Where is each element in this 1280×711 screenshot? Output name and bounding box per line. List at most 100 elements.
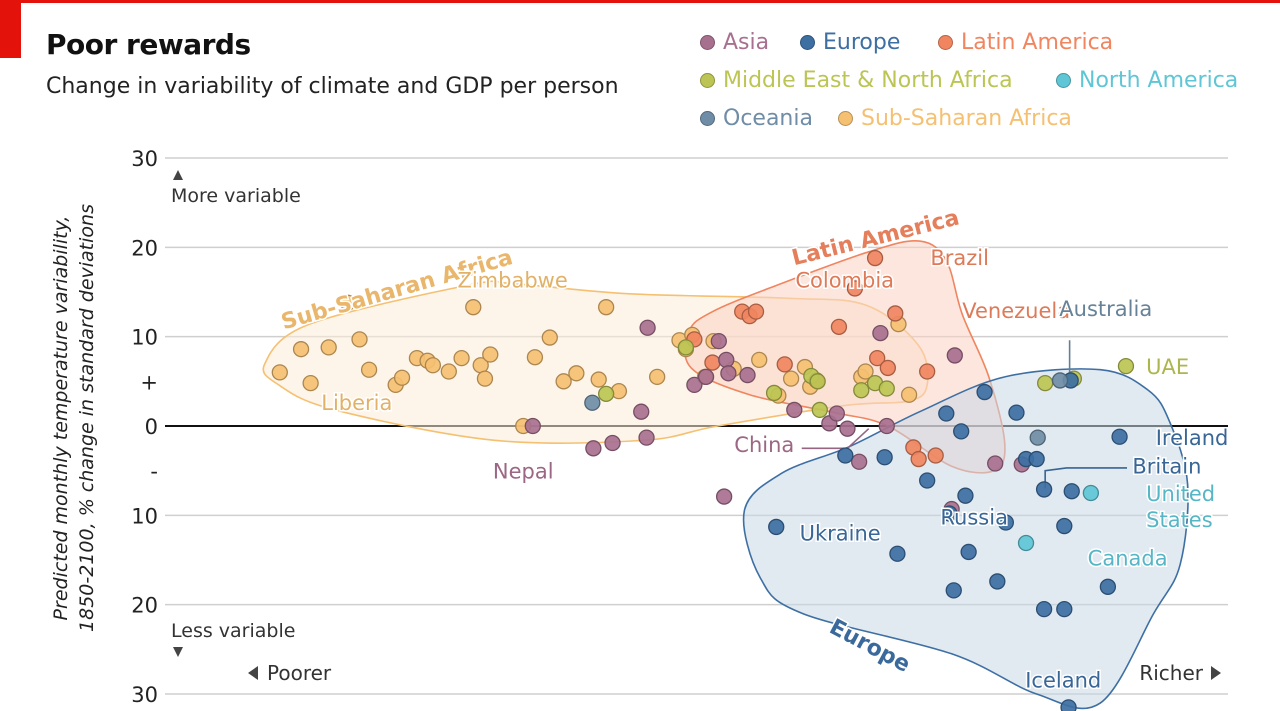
- left-arrow-icon: [248, 666, 258, 680]
- data-point: [686, 376, 703, 394]
- legend-swatch: [800, 35, 815, 50]
- data-point: [704, 354, 721, 371]
- data-point: [809, 373, 826, 390]
- data-point: [339, 294, 356, 311]
- data-point: [919, 363, 936, 380]
- data-point: [715, 488, 733, 505]
- y-tick-label: +: [140, 370, 158, 394]
- data-point: [584, 394, 601, 411]
- legend-swatch: [700, 35, 715, 50]
- y-tick-label: 20: [131, 594, 158, 618]
- brand-tab: [0, 0, 21, 58]
- country-label: Venezuela: [962, 299, 1070, 323]
- data-point: [638, 429, 655, 446]
- data-point: [853, 382, 870, 399]
- data-point: [604, 434, 621, 452]
- data-point: [751, 351, 768, 369]
- down-arrow-icon: [173, 647, 183, 657]
- data-point: [919, 472, 936, 489]
- data-point: [590, 371, 607, 388]
- legend-item: Latin America: [938, 30, 1113, 55]
- data-point: [946, 347, 963, 364]
- data-point: [839, 420, 856, 437]
- data-point: [887, 305, 904, 322]
- legend-swatch: [838, 111, 853, 126]
- leader-line: [1044, 467, 1128, 489]
- data-point: [597, 299, 615, 316]
- data-point: [639, 319, 656, 336]
- data-point: [465, 299, 482, 316]
- data-point: [900, 386, 918, 403]
- chart-subtitle: Change in variability of climate and GDP…: [46, 74, 619, 99]
- y-tick-label: 20: [131, 236, 158, 260]
- legend-swatch: [1056, 73, 1071, 88]
- data-point: [351, 331, 368, 348]
- y-tick-label: 30: [131, 683, 158, 707]
- data-point: [453, 349, 470, 367]
- data-point: [1008, 404, 1025, 421]
- data-point: [1117, 357, 1135, 375]
- data-point: [782, 370, 800, 387]
- data-point: [1060, 699, 1077, 711]
- data-point: [424, 357, 442, 374]
- right-arrow-icon: [1211, 666, 1221, 680]
- y-tick-label: -: [150, 460, 158, 484]
- data-point: [989, 573, 1006, 590]
- series-group: [597, 339, 1135, 419]
- data-point: [320, 339, 337, 356]
- country-label: Liberia: [321, 391, 392, 415]
- data-point: [776, 356, 793, 373]
- data-point: [718, 351, 735, 369]
- country-label: Zimbabwe: [457, 269, 567, 293]
- data-point: [1056, 517, 1073, 535]
- data-point: [768, 518, 785, 536]
- data-point: [585, 440, 602, 457]
- data-point: [1037, 374, 1054, 392]
- richer-label: Richer: [1139, 661, 1203, 685]
- country-label: Britain: [1132, 454, 1201, 478]
- country-label: Canada: [1088, 546, 1168, 570]
- y-tick-label: 10: [131, 326, 158, 350]
- data-point: [765, 384, 783, 402]
- data-point: [830, 318, 848, 335]
- data-point: [846, 280, 864, 297]
- data-point: [1111, 428, 1128, 445]
- data-point: [938, 405, 955, 422]
- data-point: [568, 365, 585, 382]
- y-axis-title: Predicted monthly temperature variabilit…: [50, 204, 98, 632]
- data-point: [597, 385, 615, 402]
- data-point: [997, 514, 1014, 531]
- data-point: [440, 363, 457, 380]
- data-point: [633, 403, 650, 420]
- data-point: [541, 329, 558, 346]
- country-label: UAE: [1146, 355, 1189, 379]
- legend-swatch: [938, 35, 953, 50]
- more-variable-label: More variable: [171, 185, 301, 207]
- data-point: [649, 368, 666, 386]
- data-point: [697, 368, 715, 386]
- data-point: [271, 364, 288, 381]
- legend-label: Oceania: [723, 106, 813, 131]
- data-point: [941, 505, 958, 522]
- legend-swatch: [700, 73, 715, 88]
- legend-label: Asia: [723, 30, 770, 55]
- country-label: Russia: [940, 505, 1008, 529]
- series-group: [584, 372, 1069, 446]
- data-point: [1029, 429, 1046, 446]
- chart-title: Poor rewards: [46, 28, 251, 61]
- data-point: [360, 361, 378, 378]
- less-variable-label: Less variable: [171, 620, 295, 642]
- legend-item: Sub-Saharan Africa: [838, 106, 1072, 131]
- country-label: Ukraine: [800, 521, 881, 545]
- data-point: [1082, 484, 1100, 502]
- data-point: [1099, 578, 1117, 595]
- series-group: [768, 372, 1128, 711]
- series-group: [1017, 484, 1100, 552]
- data-point: [1017, 534, 1035, 552]
- y-tick-label: 0: [145, 415, 158, 439]
- data-point: [1035, 481, 1053, 498]
- legend-label: Middle East & North Africa: [723, 68, 1013, 93]
- legend-label: Sub-Saharan Africa: [861, 106, 1072, 131]
- legend-item: Middle East & North Africa: [700, 68, 1013, 93]
- data-point: [302, 374, 319, 392]
